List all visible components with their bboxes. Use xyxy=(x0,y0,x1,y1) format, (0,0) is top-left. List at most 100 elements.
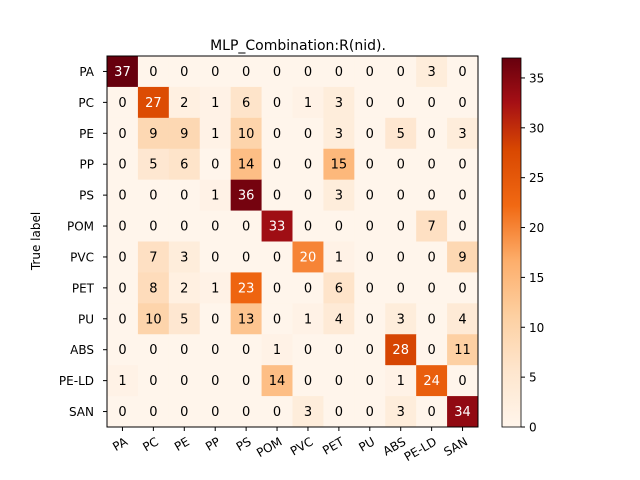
heatmap-cell xyxy=(199,210,232,242)
heatmap-cell xyxy=(168,210,201,242)
cell-value-label: 0 xyxy=(304,343,312,358)
heatmap-cell xyxy=(230,303,263,335)
cell-value-label: 27 xyxy=(145,96,162,111)
heatmap-cell xyxy=(385,241,417,273)
cell-value-label: 0 xyxy=(149,374,157,389)
heatmap-cell xyxy=(107,365,139,397)
cell-value-label: 0 xyxy=(211,65,219,80)
cell-value-label: 3 xyxy=(180,250,188,265)
heatmap-cell xyxy=(137,334,170,366)
cell-value-label: 0 xyxy=(273,127,281,142)
heatmap-cell xyxy=(199,117,232,150)
cell-value-label: 0 xyxy=(397,65,405,80)
cell-value-label: 7 xyxy=(427,220,435,235)
cell-value-label: 6 xyxy=(335,281,343,296)
cell-value-label: 0 xyxy=(458,65,466,80)
cell-value-label: 37 xyxy=(114,65,131,80)
cell-value-label: 0 xyxy=(149,405,157,420)
heatmap-cell xyxy=(107,210,139,242)
heatmap-cell xyxy=(385,210,417,242)
heatmap-cell xyxy=(385,148,417,181)
cell-value-label: 0 xyxy=(180,405,188,420)
heatmap-cell xyxy=(261,56,293,88)
cell-value-label: 0 xyxy=(458,281,466,296)
x-tick-label: PA xyxy=(110,434,130,454)
cell-value-label: 0 xyxy=(273,250,281,265)
cell-value-label: 0 xyxy=(366,374,374,389)
heatmap-cell xyxy=(230,241,263,273)
cell-value-label: 0 xyxy=(366,405,374,420)
cell-value-label: 0 xyxy=(335,405,343,420)
cell-value-label: 6 xyxy=(242,96,250,111)
cell-value-label: 0 xyxy=(211,405,219,420)
cell-value-label: 0 xyxy=(118,220,126,235)
heatmap-cell xyxy=(137,210,170,242)
cell-value-label: 0 xyxy=(211,158,219,173)
cell-value-label: 0 xyxy=(118,189,126,204)
heatmap-cell xyxy=(107,179,139,212)
cell-value-label: 0 xyxy=(242,374,250,389)
heatmap-cell xyxy=(292,334,324,366)
cell-value-label: 1 xyxy=(335,250,343,265)
cell-value-label: 0 xyxy=(118,312,126,327)
cell-value-label: 11 xyxy=(454,343,471,358)
cell-value-label: 0 xyxy=(149,65,157,80)
cell-value-label: 5 xyxy=(397,127,405,142)
heatmap-cell xyxy=(385,117,417,150)
heatmap-cell xyxy=(168,334,201,366)
y-tick-label: POM xyxy=(67,220,94,234)
cell-value-label: 0 xyxy=(180,343,188,358)
cell-value-label: 1 xyxy=(304,312,312,327)
heatmap-cell xyxy=(323,56,355,88)
heatmap-cell xyxy=(199,56,232,88)
heatmap-cell xyxy=(292,272,324,304)
heatmap-cell xyxy=(230,365,263,397)
cell-value-label: 7 xyxy=(149,250,157,265)
heatmap-cell xyxy=(416,179,448,212)
heatmap-cell xyxy=(354,396,386,428)
heatmap-cell xyxy=(168,117,201,150)
heatmap-cell xyxy=(354,179,386,212)
cell-value-label: 24 xyxy=(423,374,440,389)
cell-value-label: 0 xyxy=(366,281,374,296)
cell-value-label: 0 xyxy=(273,96,281,111)
heatmap-cell xyxy=(416,303,448,335)
cell-value-label: 1 xyxy=(304,96,312,111)
heatmap-cell xyxy=(354,334,386,366)
cell-value-label: 0 xyxy=(335,65,343,80)
heatmap-cell xyxy=(261,210,293,242)
cell-value-label: 3 xyxy=(397,405,405,420)
cell-value-label: 0 xyxy=(273,158,281,173)
cell-value-label: 0 xyxy=(427,281,435,296)
heatmap-cell xyxy=(230,117,263,150)
cell-value-label: 3 xyxy=(427,65,435,80)
colorbar-tick-label: 0 xyxy=(529,421,537,435)
heatmap-cell xyxy=(199,86,232,119)
cell-value-label: 0 xyxy=(458,158,466,173)
cell-value-label: 0 xyxy=(427,189,435,204)
heatmap-cell xyxy=(107,303,139,335)
y-tick-label: PE xyxy=(79,127,94,141)
heatmap-cell xyxy=(107,86,139,119)
y-tick-label: PU xyxy=(78,312,94,326)
heatmap-cell xyxy=(168,396,201,428)
heatmap-cell xyxy=(323,272,355,304)
heatmap-cell xyxy=(292,179,324,212)
cell-value-label: 0 xyxy=(118,127,126,142)
x-tick-label: PE xyxy=(172,434,192,454)
heatmap-cell xyxy=(292,210,324,242)
x-tick-label: SAN xyxy=(441,434,470,459)
heatmap-cell xyxy=(137,179,170,212)
colorbar-tick-label: 25 xyxy=(529,171,544,185)
cell-value-label: 0 xyxy=(304,127,312,142)
cell-value-label: 0 xyxy=(366,312,374,327)
heatmap-cell xyxy=(354,303,386,335)
heatmap-cell xyxy=(354,272,386,304)
cell-value-label: 0 xyxy=(366,220,374,235)
y-tick-label: PET xyxy=(72,281,95,295)
heatmap-cell xyxy=(323,86,355,119)
colorbar-tick-label: 35 xyxy=(529,71,544,85)
cell-value-label: 15 xyxy=(331,158,348,173)
heatmap-cell xyxy=(354,241,386,273)
